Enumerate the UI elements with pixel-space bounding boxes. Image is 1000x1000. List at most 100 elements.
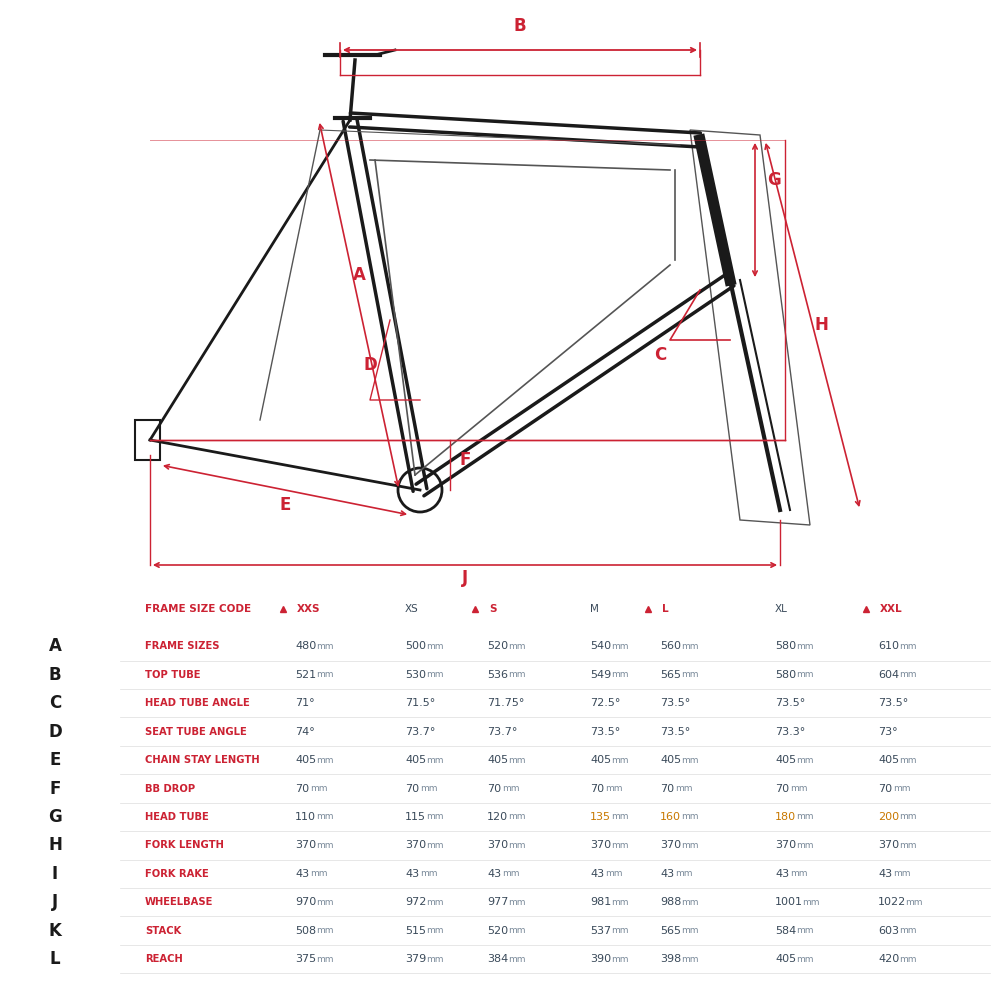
Text: 530: 530 [405, 670, 426, 680]
Text: 500: 500 [405, 641, 426, 651]
Text: 375: 375 [295, 954, 316, 964]
Text: 135: 135 [590, 812, 611, 822]
Text: 405: 405 [590, 755, 611, 765]
Text: mm: mm [605, 784, 622, 793]
Text: 520: 520 [487, 926, 508, 936]
Text: mm: mm [611, 642, 629, 651]
Text: mm: mm [611, 812, 629, 821]
Text: 43: 43 [295, 869, 309, 879]
Text: 604: 604 [878, 670, 899, 680]
Text: REACH: REACH [145, 954, 183, 964]
Text: M: M [590, 604, 599, 614]
Text: mm: mm [316, 898, 334, 907]
Text: 370: 370 [660, 840, 681, 850]
Text: mm: mm [802, 898, 820, 907]
Text: mm: mm [899, 926, 916, 935]
Text: 73.5°: 73.5° [660, 727, 690, 737]
Text: mm: mm [899, 756, 916, 765]
Text: mm: mm [316, 670, 334, 679]
Text: 508: 508 [295, 926, 316, 936]
Text: mm: mm [426, 955, 444, 964]
Text: E: E [49, 751, 61, 769]
Text: mm: mm [508, 812, 526, 821]
Text: 73.5°: 73.5° [590, 727, 620, 737]
Text: mm: mm [675, 784, 692, 793]
Text: 405: 405 [775, 755, 796, 765]
Text: mm: mm [611, 955, 629, 964]
Text: 70: 70 [295, 784, 309, 794]
Text: mm: mm [605, 869, 622, 878]
Text: 43: 43 [878, 869, 892, 879]
Text: mm: mm [426, 670, 444, 679]
Text: mm: mm [899, 955, 916, 964]
Text: mm: mm [426, 898, 444, 907]
Text: 384: 384 [487, 954, 508, 964]
Text: H: H [48, 836, 62, 854]
Text: 565: 565 [660, 670, 681, 680]
Text: G: G [48, 808, 62, 826]
Text: 405: 405 [878, 755, 899, 765]
Text: XXS: XXS [297, 604, 320, 614]
Text: mm: mm [508, 642, 526, 651]
Text: mm: mm [681, 756, 698, 765]
Text: mm: mm [796, 642, 814, 651]
Text: mm: mm [316, 955, 334, 964]
Text: XS: XS [405, 604, 419, 614]
Text: 390: 390 [590, 954, 611, 964]
Text: mm: mm [420, 869, 438, 878]
Text: mm: mm [681, 926, 698, 935]
Text: mm: mm [426, 812, 444, 821]
Text: mm: mm [893, 869, 910, 878]
Text: 110: 110 [295, 812, 316, 822]
Text: mm: mm [899, 670, 916, 679]
Text: mm: mm [502, 784, 520, 793]
Text: 370: 370 [405, 840, 426, 850]
Text: mm: mm [681, 841, 698, 850]
Text: 370: 370 [878, 840, 899, 850]
Text: mm: mm [899, 642, 916, 651]
Text: 180: 180 [775, 812, 796, 822]
Text: 610: 610 [878, 641, 899, 651]
Text: mm: mm [681, 670, 698, 679]
Text: 70: 70 [590, 784, 604, 794]
Text: 405: 405 [487, 755, 508, 765]
Text: mm: mm [310, 784, 328, 793]
Text: 521: 521 [295, 670, 316, 680]
Text: TOP TUBE: TOP TUBE [145, 670, 200, 680]
Text: 370: 370 [295, 840, 316, 850]
Text: STACK: STACK [145, 926, 181, 936]
Text: 115: 115 [405, 812, 426, 822]
Text: B: B [49, 666, 61, 684]
Text: A: A [353, 266, 365, 284]
Text: FRAME SIZES: FRAME SIZES [145, 641, 220, 651]
Text: 565: 565 [660, 926, 681, 936]
Text: mm: mm [420, 784, 438, 793]
Text: 480: 480 [295, 641, 316, 651]
Text: mm: mm [508, 926, 526, 935]
Text: D: D [363, 356, 377, 374]
Text: mm: mm [508, 841, 526, 850]
Text: mm: mm [681, 955, 698, 964]
Text: mm: mm [611, 756, 629, 765]
Text: mm: mm [508, 756, 526, 765]
Text: H: H [815, 316, 829, 334]
Text: 972: 972 [405, 897, 426, 907]
Text: HEAD TUBE: HEAD TUBE [145, 812, 209, 822]
Text: 70: 70 [487, 784, 501, 794]
Text: HEAD TUBE ANGLE: HEAD TUBE ANGLE [145, 698, 250, 708]
Bar [135, 420, 160, 460]
Text: mm: mm [611, 670, 629, 679]
Text: mm: mm [502, 869, 520, 878]
Text: FORK LENGTH: FORK LENGTH [145, 840, 224, 850]
Text: 1001: 1001 [775, 897, 803, 907]
Text: mm: mm [796, 841, 814, 850]
Text: mm: mm [796, 812, 814, 821]
Text: 537: 537 [590, 926, 611, 936]
Text: 515: 515 [405, 926, 426, 936]
Text: 160: 160 [660, 812, 681, 822]
Text: 549: 549 [590, 670, 611, 680]
Text: K: K [49, 922, 61, 940]
Text: WHEELBASE: WHEELBASE [145, 897, 213, 907]
Text: 420: 420 [878, 954, 899, 964]
Text: 70: 70 [775, 784, 789, 794]
